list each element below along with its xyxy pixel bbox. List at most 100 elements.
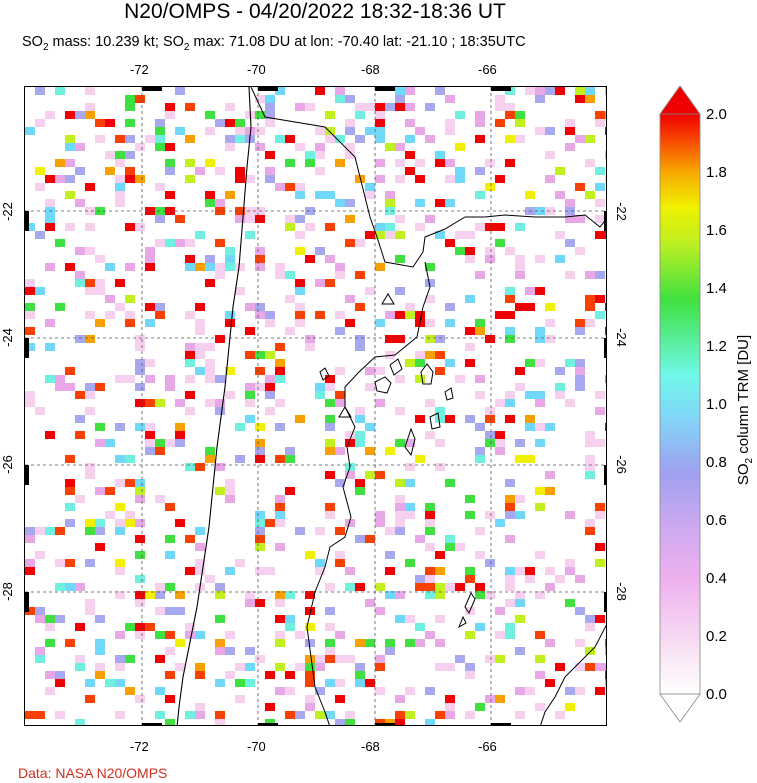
so2-pixel [85,527,95,535]
so2-pixel [415,415,425,423]
so2-pixel [505,399,515,407]
so2-pixel [475,551,485,559]
so2-pixel [205,111,215,119]
so2-pixel [225,103,235,111]
so2-pixel [75,583,85,591]
so2-pixel [165,631,175,639]
so2-pixel [255,215,265,223]
so2-pixel [105,167,115,175]
so2-pixel [255,311,265,319]
national-border [250,87,606,268]
so2-pixel [275,135,285,143]
so2-pixel [455,175,465,183]
so2-pixel [445,415,455,423]
so2-pixel [45,375,55,383]
so2-pixel [245,215,255,223]
so2-pixel [35,551,45,559]
so2-pixel [395,407,405,415]
so2-pixel [295,303,305,311]
map-subtitle: SO2 mass: 10.239 kt; SO2 max: 71.08 DU a… [22,34,526,53]
so2-pixel [195,367,205,375]
so2-pixel [215,407,225,415]
so2-pixel [565,271,575,279]
so2-pixel [55,671,65,679]
so2-pixel [595,391,605,399]
lon-tick-bottom-68: -68 [361,739,380,754]
so2-pixel [45,343,55,351]
so2-pixel [495,607,505,615]
so2-pixel [405,151,415,159]
lon-tick-top-70: -70 [247,62,266,77]
so2-pixel [215,463,225,471]
so2-pixel [495,311,505,319]
so2-pixel [365,287,375,295]
so2-pixel [475,327,485,335]
so2-pixel [185,135,195,143]
so2-pixel [125,103,135,111]
so2-pixel [515,439,525,447]
so2-pixel [335,271,345,279]
so2-pixel [515,687,525,695]
so2-pixel [365,191,375,199]
so2-pixel [55,375,65,383]
data-credit: Data: NASA N20/OMPS [18,765,168,781]
so2-pixel [165,239,175,247]
so2-pixel [215,271,225,279]
so2-pixel [155,495,165,503]
so2-pixel [445,199,455,207]
so2-pixel [285,455,295,463]
so2-pixel [245,415,255,423]
so2-pixel [65,191,75,199]
so2-pixel [525,575,535,583]
so2-pixel [455,231,465,239]
so2-pixel [585,527,595,535]
so2-pixel [175,607,185,615]
so2-pixel [335,559,345,567]
so2-pixel [205,255,215,263]
so2-pixel [25,279,35,287]
so2-pixel [425,335,435,343]
so2-pixel [315,279,325,287]
so2-pixel [435,407,445,415]
so2-pixel [65,111,75,119]
so2-pixel [35,711,45,719]
so2-pixel [445,319,455,327]
so2-pixel [115,151,125,159]
so2-pixel [125,623,135,631]
so2-pixel [535,359,545,367]
so2-pixel [225,487,235,495]
so2-pixel [135,359,145,367]
so2-pixel [475,375,485,383]
so2-pixel [315,167,325,175]
so2-pixel [65,143,75,151]
so2-pixel [585,431,595,439]
so2-pixel [545,303,555,311]
so2-pixel [35,167,45,175]
so2-pixel [45,175,55,183]
lat-tick-left-22: -22 [0,202,15,221]
so2-pixel [565,687,575,695]
so2-pixel [165,439,175,447]
so2-pixel [175,591,185,599]
so2-pixel [375,687,385,695]
so2-pixel [235,663,245,671]
so2-pixel [575,375,585,383]
so2-pixel [535,487,545,495]
so2-pixel [85,111,95,119]
so2-pixel [215,487,225,495]
so2-pixel [315,383,325,391]
so2-pixel [605,647,606,655]
so2-pixel [135,623,145,631]
so2-pixel [525,287,535,295]
so2-pixel [65,487,75,495]
so2-pixel [155,119,165,127]
so2-pixel [595,407,605,415]
so2-pixel [45,215,55,223]
so2-pixel [445,119,455,127]
so2-pixel [535,287,545,295]
so2-pixel [575,327,585,335]
so2-pixel [225,495,235,503]
so2-pixel [445,303,455,311]
so2-pixel [335,367,345,375]
so2-pixel [335,695,345,703]
